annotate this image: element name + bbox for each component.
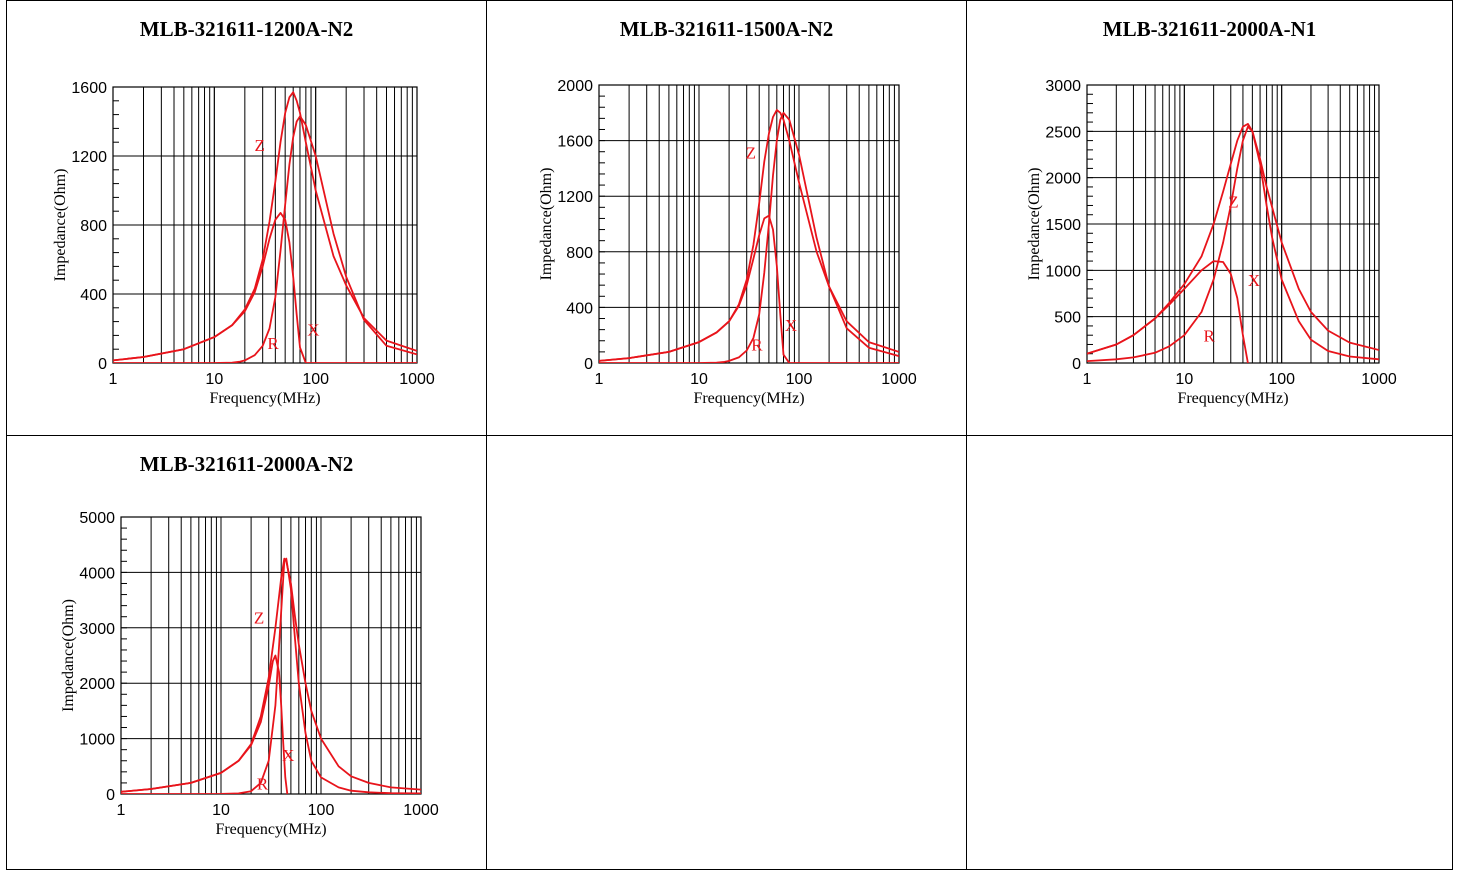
series-x-line (113, 211, 417, 363)
series-z-label: Z (254, 136, 264, 155)
x-tick-label: 1 (595, 371, 604, 388)
plot-frame (112, 86, 418, 364)
y-axis-label: Impedance(Ohm) (538, 168, 555, 281)
y-tick-label: 0 (1072, 356, 1081, 373)
series-r-label: R (257, 775, 269, 794)
y-tick-label: 1600 (557, 134, 593, 151)
y-tick-label: 800 (80, 218, 107, 235)
x-tick-label: 1 (109, 371, 118, 388)
x-tick-label: 1000 (881, 371, 917, 388)
impedance-chart-2000A-N1: 0 500 1000 1500 2000 2500 3000 1 10 100 1000 Freque… (1026, 78, 1397, 407)
x-tick-label: 10 (212, 802, 230, 819)
series-x-label: X (307, 320, 319, 339)
y-tick-label: 0 (98, 356, 107, 373)
series-z-line (1087, 123, 1379, 355)
y-tick-label: 2000 (1045, 171, 1081, 188)
x-tick-label: 1 (1083, 371, 1092, 388)
impedance-chart-1500A-N2: 0 400 800 1200 1600 2000 1 10 100 1000 Frequency(M… (538, 78, 917, 407)
series-r-label: R (267, 334, 279, 353)
x-tick-label: 1 (117, 802, 126, 819)
y-axis-label: Impedance(Ohm) (1026, 168, 1043, 281)
horizontal-gridlines (599, 84, 899, 364)
y-tick-label: 2500 (1045, 124, 1081, 141)
y-tick-label: 3000 (79, 621, 115, 638)
x-tick-label: 10 (1175, 371, 1193, 388)
y-tick-label: 1600 (71, 80, 107, 97)
x-tick-label: 100 (786, 371, 813, 388)
series-x-label: X (785, 316, 797, 335)
x-axis-label: Frequency(MHz) (693, 390, 804, 407)
x-axis-label: Frequency(MHz) (1177, 390, 1288, 407)
y-tick-label: 1500 (1045, 217, 1081, 234)
y-tick-label: 0 (584, 356, 593, 373)
y-tick-label: 400 (566, 300, 593, 317)
x-tick-label: 10 (205, 371, 223, 388)
y-tick-label: 1200 (71, 149, 107, 166)
series-x-label: X (282, 746, 294, 765)
series-z-label: Z (1228, 192, 1238, 211)
chart-title: MLB-321611-2000A-N2 (139, 452, 354, 476)
y-tick-label: 2000 (79, 676, 115, 693)
series-z-line (113, 91, 417, 362)
vertical-gridlines (598, 85, 900, 363)
series-z-label: Z (254, 608, 264, 627)
series-x-label: X (1248, 271, 1260, 290)
plot-frame (120, 516, 422, 795)
series-r-line (113, 115, 417, 363)
series-r-line (1087, 125, 1379, 362)
series-x-line (121, 654, 289, 794)
y-tick-label: 1200 (557, 189, 593, 206)
x-tick-label: 100 (302, 371, 329, 388)
y-tick-label: 2000 (557, 78, 593, 95)
x-axis-label: Frequency(MHz) (209, 390, 320, 407)
series-r-label: R (751, 335, 763, 354)
series-r-line (599, 111, 899, 363)
y-tick-label: 400 (80, 287, 107, 304)
impedance-chart-1200A-N2: 0 400 800 1200 1600 1 10 100 1000 Frequency(MHz) I… (52, 80, 435, 407)
plot-frame (1086, 84, 1380, 364)
y-tick-label: 800 (566, 245, 593, 262)
y-tick-label: 4000 (79, 565, 115, 582)
chart-title: MLB-321611-1200A-N2 (139, 17, 354, 41)
chart-cell-1: MLB-321611-1200A-N2 0 400 800 1200 1600 1 10 10… (6, 0, 487, 436)
impedance-chart-2000A-N2: 0 1000 2000 3000 4000 5000 1 10 100 1000 Frequency… (60, 510, 439, 838)
series-x-line (599, 214, 899, 363)
x-tick-label: 100 (1268, 371, 1295, 388)
x-tick-label: 10 (690, 371, 708, 388)
series-r-line (121, 557, 421, 794)
y-axis-label: Impedance(Ohm) (52, 169, 69, 282)
vertical-gridlines (120, 517, 422, 794)
x-axis-label: Frequency(MHz) (215, 821, 326, 838)
y-tick-label: 0 (106, 787, 115, 804)
chart-title: MLB-321611-1500A-N2 (619, 17, 834, 41)
x-tick-label: 1000 (403, 802, 439, 819)
chart-title: MLB-321611-2000A-N1 (1102, 17, 1317, 41)
y-tick-label: 3000 (1045, 78, 1081, 95)
chart-cell-2: MLB-321611-1500A-N2 0 400 800 1200 1600 2000 1… (486, 0, 967, 436)
series-z-label: Z (746, 144, 756, 163)
chart-cell-3: MLB-321611-2000A-N1 0 500 1000 1500 2000 2500… (966, 0, 1453, 436)
y-tick-label: 1000 (1045, 263, 1081, 280)
chart-cell-4: MLB-321611-2000A-N2 0 1000 2000 3000 4000 500… (6, 435, 487, 870)
y-axis-label: Impedance(Ohm) (60, 599, 77, 712)
x-tick-label: 1000 (1361, 371, 1397, 388)
empty-cell-1 (486, 435, 967, 870)
x-tick-label: 1000 (399, 371, 435, 388)
empty-cell-2 (966, 435, 1453, 870)
horizontal-gridlines (113, 86, 417, 364)
charts-grid: MLB-321611-1200A-N2 0 400 800 1200 1600 1 10 10… (6, 0, 1453, 870)
series-x-line (1087, 260, 1249, 363)
horizontal-gridlines (1087, 84, 1379, 364)
series-r-label: R (1204, 327, 1216, 346)
y-tick-label: 500 (1054, 310, 1081, 327)
y-tick-label: 5000 (79, 510, 115, 527)
plot-frame (598, 84, 900, 364)
y-tick-label: 1000 (79, 732, 115, 749)
x-tick-label: 100 (308, 802, 335, 819)
